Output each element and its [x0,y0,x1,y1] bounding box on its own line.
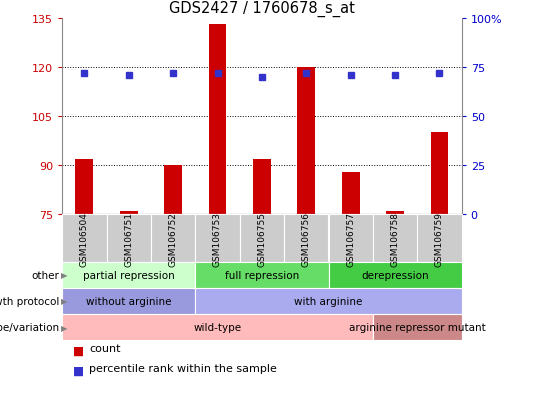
Bar [386,211,404,215]
Text: GSM106751: GSM106751 [124,211,133,266]
Text: ■: ■ [73,344,84,356]
Bar [430,133,448,215]
Text: GSM106504: GSM106504 [80,211,89,266]
Text: full repression: full repression [225,270,299,280]
Text: GSM106758: GSM106758 [390,211,400,266]
Bar [298,68,315,215]
Text: GSM106756: GSM106756 [302,211,311,266]
Text: wild-type: wild-type [193,322,241,332]
Text: GSM106755: GSM106755 [258,211,266,266]
Text: ▶: ▶ [61,323,68,332]
Text: arginine repressor mutant: arginine repressor mutant [349,322,485,332]
Text: derepression: derepression [361,270,429,280]
Text: genotype/variation: genotype/variation [0,322,59,332]
Text: ▶: ▶ [61,297,68,306]
Bar [342,172,360,215]
Text: growth protocol: growth protocol [0,296,59,306]
Text: partial repression: partial repression [83,270,174,280]
Bar [76,159,93,215]
Bar [164,166,182,215]
Bar [208,25,226,215]
Text: GSM106757: GSM106757 [346,211,355,266]
Bar [253,159,271,215]
Text: without arginine: without arginine [86,296,172,306]
Bar [120,211,138,215]
Text: GSM106753: GSM106753 [213,211,222,266]
Text: count: count [89,344,120,354]
Text: GSM106759: GSM106759 [435,211,444,266]
Text: other: other [31,270,59,280]
Text: ▶: ▶ [61,271,68,280]
Title: GDS2427 / 1760678_s_at: GDS2427 / 1760678_s_at [169,1,355,17]
Text: with arginine: with arginine [294,296,363,306]
Text: percentile rank within the sample: percentile rank within the sample [89,363,277,373]
Text: ■: ■ [73,363,84,376]
Text: GSM106752: GSM106752 [168,211,178,266]
